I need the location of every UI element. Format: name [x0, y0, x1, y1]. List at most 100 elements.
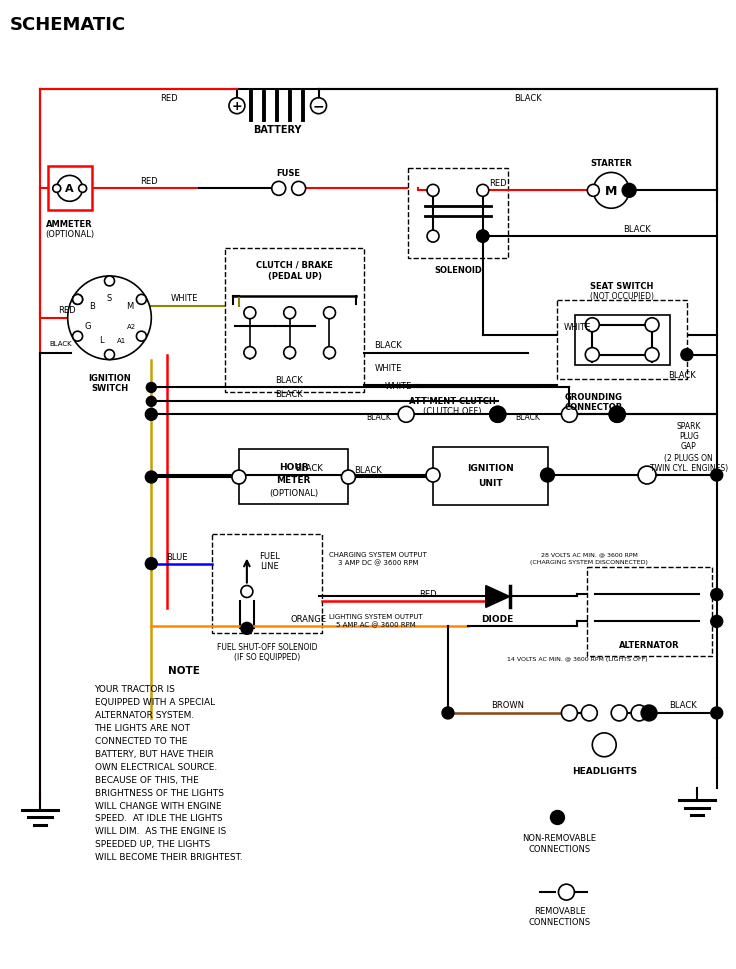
Circle shape — [232, 471, 246, 484]
Text: CONNECTIONS: CONNECTIONS — [528, 844, 590, 853]
Text: ATT'MENT CLUTCH: ATT'MENT CLUTCH — [408, 396, 495, 405]
Circle shape — [609, 407, 625, 422]
Circle shape — [540, 469, 554, 483]
Bar — [587, 567, 712, 657]
Circle shape — [241, 623, 253, 635]
Text: +: + — [232, 100, 242, 113]
Circle shape — [283, 307, 296, 320]
Text: BLACK: BLACK — [669, 701, 697, 709]
Circle shape — [398, 407, 414, 422]
Text: HEADLIGHTS: HEADLIGHTS — [572, 766, 637, 775]
Text: CONNECTIONS: CONNECTIONS — [528, 917, 590, 925]
Circle shape — [442, 707, 454, 719]
Text: THE LIGHTS ARE NOT: THE LIGHTS ARE NOT — [94, 723, 191, 733]
Circle shape — [272, 182, 286, 196]
Circle shape — [427, 185, 439, 197]
Circle shape — [244, 347, 256, 359]
Text: (OPTIONAL): (OPTIONAL) — [45, 230, 94, 238]
Text: A1: A1 — [117, 337, 126, 343]
Polygon shape — [486, 586, 509, 608]
Text: SCHEMATIC: SCHEMATIC — [10, 16, 126, 34]
Circle shape — [611, 705, 627, 721]
Text: G: G — [85, 322, 91, 330]
Circle shape — [136, 296, 146, 305]
Text: 5 AMP AC @ 3600 RPM: 5 AMP AC @ 3600 RPM — [336, 621, 416, 628]
Circle shape — [311, 99, 327, 114]
Text: UNIT: UNIT — [478, 478, 503, 487]
Circle shape — [585, 319, 599, 332]
Circle shape — [711, 615, 723, 628]
Text: L: L — [99, 336, 104, 345]
Text: OWN ELECTRICAL SOURCE.: OWN ELECTRICAL SOURCE. — [94, 762, 217, 771]
Text: M: M — [605, 185, 618, 198]
Text: BLACK: BLACK — [668, 370, 696, 380]
Circle shape — [645, 319, 659, 332]
Text: WILL CHANGE WITH ENGINE: WILL CHANGE WITH ENGINE — [94, 800, 222, 810]
Text: FUSE: FUSE — [277, 169, 301, 177]
Text: (PEDAL UP): (PEDAL UP) — [268, 272, 322, 281]
Bar — [576, 316, 670, 365]
Bar — [225, 249, 364, 393]
Text: GROUNDING: GROUNDING — [565, 392, 623, 401]
Text: SPEED.  AT IDLE THE LIGHTS: SPEED. AT IDLE THE LIGHTS — [94, 814, 222, 823]
Text: BATTERY, BUT HAVE THEIR: BATTERY, BUT HAVE THEIR — [94, 749, 213, 758]
Text: CONNECTED TO THE: CONNECTED TO THE — [94, 736, 187, 745]
Text: BATTERY: BATTERY — [253, 124, 302, 135]
Circle shape — [146, 397, 156, 407]
Text: IGNITION: IGNITION — [88, 374, 131, 383]
Circle shape — [241, 586, 253, 598]
Text: WHITE: WHITE — [384, 382, 412, 391]
Text: IGNITION: IGNITION — [467, 463, 514, 472]
Circle shape — [145, 409, 158, 421]
Circle shape — [79, 185, 87, 193]
Text: CLUTCH / BRAKE: CLUTCH / BRAKE — [256, 261, 333, 269]
Circle shape — [136, 331, 146, 342]
Text: NOTE: NOTE — [169, 666, 200, 675]
Text: REMOVABLE: REMOVABLE — [534, 906, 585, 915]
Text: SEAT SWITCH: SEAT SWITCH — [590, 282, 654, 291]
Text: 28 VOLTS AC MIN. @ 3600 RPM: 28 VOLTS AC MIN. @ 3600 RPM — [541, 551, 638, 556]
Circle shape — [711, 470, 723, 482]
Text: NON-REMOVABLE: NON-REMOVABLE — [523, 833, 596, 842]
Circle shape — [283, 347, 296, 359]
Text: (CHARGING SYSTEM DISCONNECTED): (CHARGING SYSTEM DISCONNECTED) — [531, 559, 648, 565]
Text: YOUR TRACTOR IS: YOUR TRACTOR IS — [94, 684, 175, 694]
Circle shape — [641, 705, 657, 721]
Circle shape — [609, 407, 625, 422]
Text: RED: RED — [489, 178, 506, 188]
Text: BECAUSE OF THIS, THE: BECAUSE OF THIS, THE — [94, 775, 198, 784]
Text: A: A — [66, 184, 74, 194]
Circle shape — [489, 407, 506, 422]
Text: (CLUTCH OFF): (CLUTCH OFF) — [422, 406, 481, 416]
Circle shape — [581, 705, 598, 721]
Text: GAP: GAP — [681, 441, 697, 451]
Text: HOUR: HOUR — [279, 462, 308, 471]
Bar — [48, 168, 91, 211]
Bar — [408, 170, 508, 259]
Text: WILL BECOME THEIR BRIGHTEST.: WILL BECOME THEIR BRIGHTEST. — [94, 853, 242, 861]
Text: M: M — [126, 302, 133, 311]
Circle shape — [73, 296, 82, 305]
Text: SWITCH: SWITCH — [91, 384, 128, 392]
Text: BLACK: BLACK — [515, 413, 540, 422]
Text: 14 VOLTS AC MIN. @ 3600 RPM (LIGHTS OFF): 14 VOLTS AC MIN. @ 3600 RPM (LIGHTS OFF) — [507, 656, 648, 661]
Text: DIODE: DIODE — [481, 614, 514, 623]
Circle shape — [73, 296, 82, 305]
Text: (NOT OCCUPIED): (NOT OCCUPIED) — [590, 292, 654, 301]
Circle shape — [229, 99, 245, 114]
Circle shape — [68, 277, 152, 360]
Text: RED: RED — [160, 94, 178, 103]
Bar — [212, 534, 322, 634]
Circle shape — [145, 472, 158, 484]
Text: METER: METER — [277, 475, 311, 484]
Text: BRIGHTNESS OF THE LIGHTS: BRIGHTNESS OF THE LIGHTS — [94, 788, 224, 797]
Text: LIGHTING SYSTEM OUTPUT: LIGHTING SYSTEM OUTPUT — [330, 613, 423, 620]
Text: BLACK: BLACK — [275, 390, 302, 398]
Text: B: B — [88, 302, 94, 311]
Text: AMMETER: AMMETER — [46, 219, 93, 229]
Text: WHITE: WHITE — [375, 363, 402, 373]
Text: EQUIPPED WITH A SPECIAL: EQUIPPED WITH A SPECIAL — [94, 698, 215, 706]
Circle shape — [244, 307, 256, 320]
Text: BLACK: BLACK — [375, 341, 402, 350]
Circle shape — [593, 173, 629, 209]
